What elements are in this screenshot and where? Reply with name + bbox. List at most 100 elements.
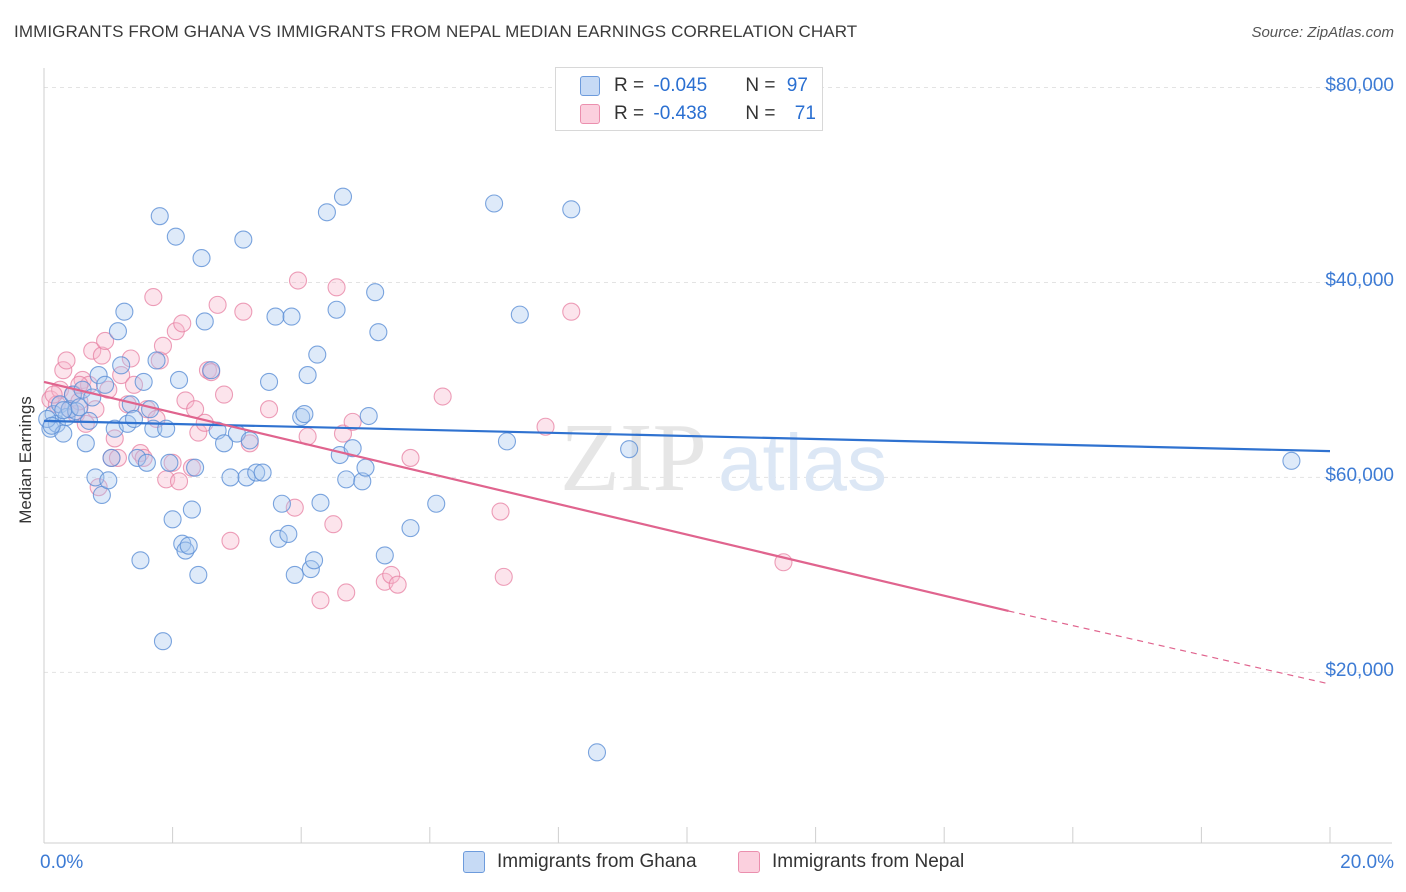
ghana-point bbox=[311, 493, 330, 512]
nepal-point bbox=[433, 387, 452, 406]
ghana-point bbox=[247, 463, 266, 482]
bottom-legend-swatch-nepal bbox=[738, 851, 760, 873]
ghana-points bbox=[38, 187, 1301, 762]
nepal-point bbox=[491, 502, 510, 521]
ghana-point bbox=[176, 541, 195, 560]
x-tick-marks bbox=[43, 827, 1331, 843]
ghana-point bbox=[195, 312, 214, 331]
nepal-trend-line bbox=[43, 380, 1009, 613]
y-tick-label-20000: $20,000 bbox=[1325, 660, 1394, 682]
bottom-legend-label-nepal: Immigrants from Nepal bbox=[772, 851, 965, 872]
axes bbox=[43, 68, 1392, 844]
ghana-point bbox=[356, 458, 375, 477]
ghana-point bbox=[166, 227, 185, 246]
ghana-point bbox=[333, 187, 353, 206]
ghana-point bbox=[54, 401, 73, 420]
nepal-point bbox=[105, 429, 124, 448]
nepal-point bbox=[401, 448, 420, 467]
ghana-point bbox=[427, 494, 446, 513]
ghana-point bbox=[587, 743, 607, 762]
y-tick-label-40000: $60,000 bbox=[1325, 465, 1394, 487]
nepal-point bbox=[86, 400, 105, 419]
ghana-point bbox=[366, 283, 385, 302]
nepal-point bbox=[96, 331, 115, 351]
correlation-legend: R = -0.045 N = 97 R = -0.438 N = 71 bbox=[555, 67, 823, 131]
legend-n-label: N = bbox=[745, 75, 781, 96]
ghana-point bbox=[102, 448, 121, 467]
ghana-point bbox=[99, 471, 118, 490]
nepal-point bbox=[112, 366, 131, 385]
nepal-point bbox=[324, 515, 343, 534]
nepal-point bbox=[214, 385, 234, 404]
ghana-point bbox=[337, 470, 356, 489]
nepal-point bbox=[76, 414, 95, 433]
ghana-point bbox=[298, 366, 317, 385]
legend-n-label: N = bbox=[745, 103, 781, 124]
ghana-point bbox=[253, 463, 272, 482]
ghana-trend-line bbox=[43, 419, 1331, 453]
ghana-point bbox=[179, 536, 198, 555]
nepal-point bbox=[83, 341, 102, 360]
nepal-point bbox=[259, 400, 279, 419]
gridlines bbox=[44, 86, 1392, 673]
ghana-point bbox=[279, 524, 298, 544]
ghana-point bbox=[234, 230, 253, 249]
ghana-point bbox=[317, 203, 336, 222]
ghana-point bbox=[202, 361, 221, 380]
ghana-point bbox=[128, 448, 147, 467]
ghana-point bbox=[112, 356, 131, 375]
legend-row-ghana: R = -0.045 N = 97 bbox=[580, 74, 808, 98]
ghana-point bbox=[292, 407, 311, 427]
bottom-legend-swatch-ghana bbox=[463, 851, 485, 873]
nepal-point bbox=[327, 278, 346, 297]
ghana-point bbox=[266, 307, 285, 326]
nepal-point bbox=[288, 271, 308, 290]
nepal-point bbox=[337, 583, 356, 602]
y-tick-label-60000: $40,000 bbox=[1325, 270, 1394, 292]
ghana-point bbox=[147, 351, 166, 370]
ghana-point bbox=[259, 372, 279, 391]
ghana-point bbox=[42, 416, 61, 435]
ghana-point bbox=[359, 406, 378, 426]
ghana-point bbox=[150, 207, 169, 226]
ghana-point bbox=[96, 375, 115, 394]
bottom-legend-ghana: Immigrants from Ghana bbox=[463, 851, 697, 873]
ghana-point bbox=[620, 440, 639, 459]
nepal-point bbox=[169, 472, 189, 491]
nepal-point bbox=[333, 424, 353, 443]
ghana-point bbox=[295, 405, 314, 424]
nepal-point bbox=[311, 591, 330, 610]
ghana-point bbox=[153, 632, 173, 651]
ghana-point bbox=[369, 323, 388, 342]
ghana-point bbox=[353, 472, 372, 491]
nepal-point bbox=[562, 302, 581, 321]
ghana-point bbox=[327, 300, 346, 319]
legend-n-value-nepal: 71 bbox=[794, 103, 816, 124]
ghana-point bbox=[131, 551, 150, 570]
legend-r-value-nepal: -0.438 bbox=[653, 103, 708, 124]
ghana-point bbox=[282, 307, 301, 326]
ghana-point bbox=[269, 529, 288, 548]
ghana-point bbox=[562, 200, 581, 219]
ghana-point bbox=[375, 546, 394, 565]
nepal-point bbox=[234, 302, 253, 321]
ghana-point bbox=[115, 302, 134, 321]
ghana-point bbox=[214, 434, 234, 453]
nepal-point bbox=[108, 448, 127, 467]
nepal-point bbox=[343, 412, 362, 431]
ghana-point bbox=[272, 494, 291, 513]
nepal-point bbox=[57, 351, 76, 370]
legend-swatch-nepal bbox=[580, 104, 600, 124]
ghana-point bbox=[76, 434, 95, 453]
nepal-point bbox=[92, 346, 111, 365]
legend-row-nepal: R = -0.438 N = 71 bbox=[580, 102, 816, 126]
legend-r-value-ghana: -0.045 bbox=[653, 75, 708, 96]
legend-n-value-ghana: 97 bbox=[786, 75, 808, 96]
source-label: Source: ZipAtlas.com bbox=[1251, 24, 1394, 41]
legend-r-label: R = bbox=[614, 103, 650, 124]
ghana-point bbox=[285, 565, 304, 584]
ghana-point bbox=[305, 551, 324, 570]
bottom-legend-nepal: Immigrants from Nepal bbox=[738, 851, 964, 873]
nepal-point bbox=[494, 567, 513, 586]
